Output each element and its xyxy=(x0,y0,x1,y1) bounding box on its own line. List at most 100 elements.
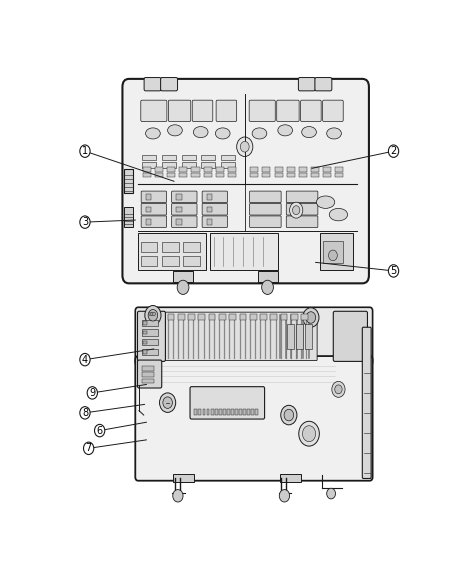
Bar xyxy=(207,207,212,213)
Bar xyxy=(176,207,182,213)
Bar xyxy=(162,155,176,160)
Text: 5: 5 xyxy=(391,266,397,276)
Circle shape xyxy=(332,381,345,397)
Bar xyxy=(311,173,319,177)
Bar xyxy=(235,410,238,415)
Ellipse shape xyxy=(146,128,160,139)
Bar xyxy=(250,167,258,172)
Circle shape xyxy=(94,425,105,437)
Bar xyxy=(141,256,157,267)
Bar xyxy=(228,173,236,177)
Bar xyxy=(250,173,258,177)
Bar xyxy=(167,173,175,177)
Bar xyxy=(287,173,295,177)
FancyBboxPatch shape xyxy=(249,100,275,122)
Circle shape xyxy=(388,145,399,157)
Bar xyxy=(142,366,155,371)
Text: 7: 7 xyxy=(85,444,92,453)
Bar xyxy=(219,410,222,415)
Ellipse shape xyxy=(193,127,208,138)
Circle shape xyxy=(306,312,316,323)
Ellipse shape xyxy=(327,128,341,139)
FancyBboxPatch shape xyxy=(299,78,315,91)
Bar xyxy=(271,314,277,320)
FancyBboxPatch shape xyxy=(161,78,178,91)
Bar xyxy=(323,241,343,263)
Bar xyxy=(240,314,246,320)
Bar xyxy=(207,219,212,225)
Bar xyxy=(299,173,307,177)
Bar xyxy=(176,219,182,225)
FancyBboxPatch shape xyxy=(122,79,369,283)
Bar xyxy=(202,410,205,415)
Circle shape xyxy=(292,206,300,215)
Bar xyxy=(182,155,196,160)
Bar xyxy=(143,167,151,172)
Ellipse shape xyxy=(252,128,267,139)
Circle shape xyxy=(153,312,155,316)
Circle shape xyxy=(149,312,152,316)
Bar xyxy=(173,475,194,483)
Bar xyxy=(155,173,163,177)
FancyBboxPatch shape xyxy=(202,203,228,215)
Ellipse shape xyxy=(278,125,292,136)
Bar xyxy=(250,314,256,320)
Bar xyxy=(263,167,271,172)
Bar xyxy=(228,167,236,172)
FancyBboxPatch shape xyxy=(362,327,371,479)
FancyBboxPatch shape xyxy=(286,203,318,215)
Bar xyxy=(182,162,196,168)
Bar xyxy=(251,410,254,415)
Ellipse shape xyxy=(329,209,347,221)
Bar xyxy=(143,350,147,354)
Bar xyxy=(335,167,343,172)
FancyBboxPatch shape xyxy=(137,311,165,361)
FancyBboxPatch shape xyxy=(315,78,332,91)
FancyBboxPatch shape xyxy=(135,356,373,481)
Bar xyxy=(215,410,218,415)
Bar xyxy=(142,349,158,355)
Circle shape xyxy=(177,281,189,294)
Bar xyxy=(191,167,200,172)
Bar xyxy=(194,410,197,415)
Bar xyxy=(210,233,278,270)
FancyBboxPatch shape xyxy=(202,216,228,228)
Bar xyxy=(142,155,156,160)
Text: 4: 4 xyxy=(82,355,88,365)
Ellipse shape xyxy=(168,125,182,136)
Bar xyxy=(183,256,200,267)
Bar xyxy=(239,410,242,415)
Circle shape xyxy=(279,490,290,502)
Text: 2: 2 xyxy=(391,146,397,156)
Text: 1: 1 xyxy=(82,146,88,156)
Ellipse shape xyxy=(301,127,316,138)
FancyBboxPatch shape xyxy=(137,360,162,388)
FancyBboxPatch shape xyxy=(286,216,318,228)
Bar xyxy=(168,314,174,320)
Circle shape xyxy=(281,406,297,425)
Bar xyxy=(179,167,187,172)
Bar xyxy=(188,314,195,320)
Bar xyxy=(247,410,250,415)
Bar xyxy=(191,173,200,177)
Bar xyxy=(162,242,179,252)
Bar xyxy=(146,219,151,225)
Bar xyxy=(287,324,293,348)
Circle shape xyxy=(303,308,319,327)
Bar xyxy=(210,410,213,415)
Ellipse shape xyxy=(215,128,230,139)
FancyBboxPatch shape xyxy=(168,100,191,122)
Bar xyxy=(142,329,158,336)
Bar xyxy=(227,410,230,415)
FancyBboxPatch shape xyxy=(190,386,264,419)
Bar xyxy=(291,314,298,320)
Bar xyxy=(296,324,303,348)
Text: 3: 3 xyxy=(82,217,88,227)
FancyBboxPatch shape xyxy=(141,203,166,215)
Circle shape xyxy=(173,490,183,502)
FancyBboxPatch shape xyxy=(192,100,213,122)
Circle shape xyxy=(148,309,158,321)
Bar xyxy=(274,173,283,177)
Bar xyxy=(204,173,212,177)
Bar xyxy=(299,167,307,172)
